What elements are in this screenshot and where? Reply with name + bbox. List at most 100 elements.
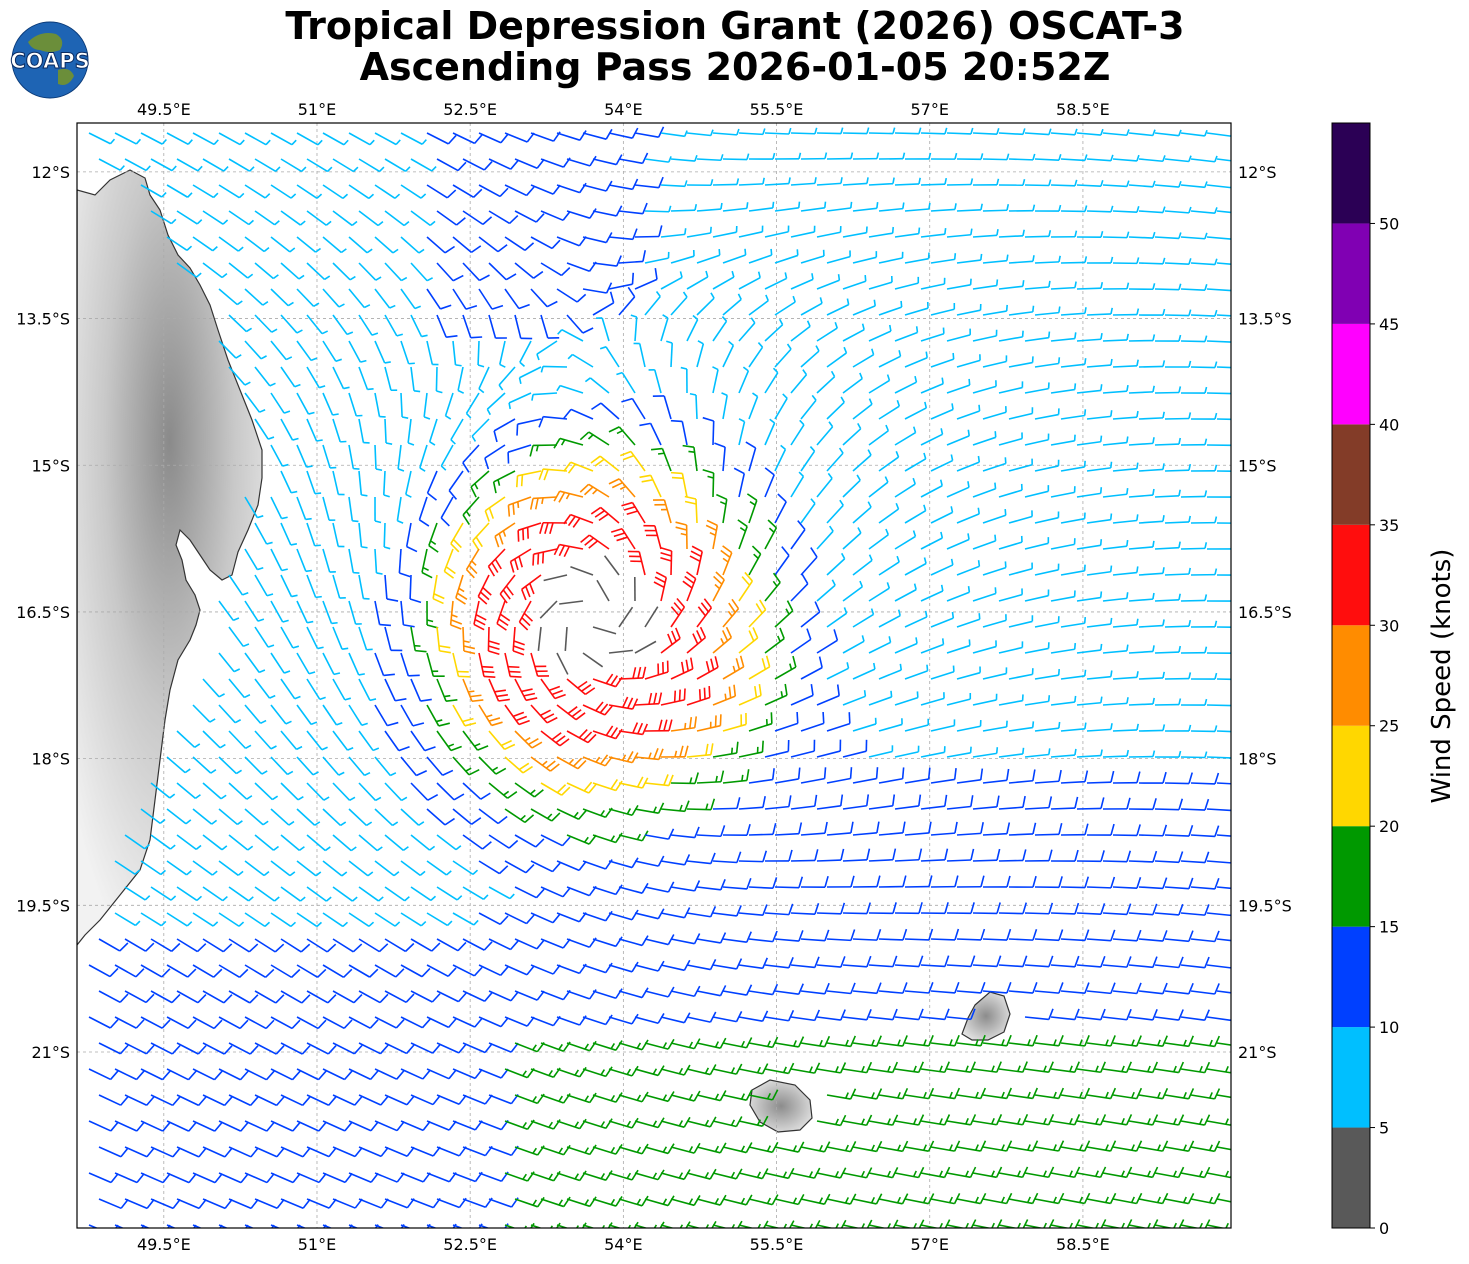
wind-barb bbox=[452, 1171, 483, 1183]
wind-barb bbox=[228, 1042, 259, 1055]
wind-barb bbox=[956, 354, 981, 368]
wind-barb bbox=[1008, 153, 1036, 161]
wind-barb bbox=[956, 666, 981, 680]
wind-barb bbox=[722, 1194, 753, 1206]
wind-barb bbox=[478, 1068, 509, 1079]
wind-barb bbox=[904, 301, 929, 316]
wind-barb bbox=[478, 756, 507, 775]
wind-barb bbox=[374, 1016, 405, 1029]
wind-barb bbox=[88, 1016, 119, 1029]
wind-barb bbox=[1024, 1166, 1055, 1179]
reunion-island bbox=[749, 1079, 813, 1133]
wind-barb bbox=[1086, 410, 1113, 420]
wind-barb bbox=[686, 1011, 717, 1023]
wind-barb bbox=[426, 964, 457, 977]
wind-barb bbox=[1112, 462, 1139, 472]
wind-barb bbox=[556, 756, 587, 770]
wind-barb bbox=[1008, 1140, 1039, 1152]
wind-barb bbox=[322, 288, 345, 308]
wind-barb bbox=[398, 548, 411, 578]
wind-barb bbox=[270, 1172, 301, 1184]
wind-barb bbox=[270, 444, 289, 467]
wind-barb bbox=[471, 418, 490, 442]
wind-barb bbox=[1034, 408, 1060, 420]
wind-barb bbox=[790, 471, 805, 498]
wind-barb bbox=[306, 158, 333, 173]
wind-barb bbox=[1206, 287, 1231, 292]
wind-barb bbox=[384, 418, 393, 445]
wind-barb bbox=[166, 964, 197, 978]
wind-barb bbox=[150, 1198, 181, 1210]
wind-barb bbox=[332, 1198, 363, 1209]
wind-barb bbox=[689, 392, 698, 420]
wind-barb bbox=[436, 990, 467, 1003]
wind-barb bbox=[1206, 1016, 1231, 1022]
wind-barb bbox=[1024, 1008, 1054, 1021]
wind-barb bbox=[746, 493, 758, 524]
wind-barb bbox=[920, 848, 949, 862]
wind-barb bbox=[1164, 672, 1192, 680]
wind-barb bbox=[1112, 1035, 1142, 1047]
wind-barb bbox=[218, 964, 249, 978]
wind-barb bbox=[1128, 488, 1155, 498]
wind-barb bbox=[374, 860, 400, 877]
wind-barb bbox=[1060, 929, 1090, 942]
wind-barb bbox=[1008, 875, 1037, 888]
wind-barb bbox=[800, 982, 830, 995]
wind-barb bbox=[1180, 232, 1208, 240]
wind-barb bbox=[920, 531, 944, 550]
wind-barb bbox=[644, 251, 670, 264]
wind-barb bbox=[176, 834, 202, 851]
wind-barb bbox=[722, 769, 750, 784]
wind-barb bbox=[1190, 772, 1220, 785]
wind-barb bbox=[1154, 593, 1181, 602]
wind-barb bbox=[1206, 132, 1231, 137]
wind-barb bbox=[603, 555, 620, 576]
wind-barb bbox=[842, 1061, 873, 1074]
wind-barb bbox=[1180, 1166, 1211, 1179]
wind-barb bbox=[998, 795, 1026, 810]
wind-barb bbox=[348, 1224, 379, 1228]
wind-barb bbox=[270, 1016, 301, 1030]
wind-barb bbox=[1076, 903, 1106, 915]
wind-barb bbox=[1154, 750, 1182, 758]
wind-barb bbox=[842, 177, 869, 186]
wind-barb bbox=[738, 271, 761, 290]
wind-barb bbox=[1164, 1088, 1195, 1100]
wind-barb bbox=[868, 476, 889, 498]
wind-barb bbox=[1086, 1087, 1117, 1100]
wind-barb bbox=[280, 1042, 311, 1055]
wind-barb bbox=[218, 756, 242, 775]
wind-barb bbox=[721, 392, 728, 420]
wind-barb bbox=[616, 371, 636, 394]
wind-barb bbox=[696, 770, 725, 784]
wind-barb bbox=[608, 1013, 639, 1025]
wind-barb bbox=[1128, 645, 1155, 654]
wind-barb bbox=[842, 422, 862, 446]
wind-barb bbox=[332, 574, 346, 599]
wind-barb bbox=[218, 184, 245, 199]
wind-barb bbox=[748, 294, 769, 316]
wind-barb bbox=[894, 848, 923, 862]
wind-barb bbox=[1154, 1061, 1185, 1074]
wind-barb bbox=[374, 1224, 405, 1228]
wind-barb bbox=[764, 225, 790, 238]
wind-barb bbox=[244, 236, 270, 253]
wind-barb bbox=[114, 1224, 145, 1228]
wind-barb bbox=[556, 860, 587, 872]
wind-barb bbox=[660, 1169, 691, 1181]
wind-barb bbox=[280, 626, 300, 649]
wind-barb bbox=[150, 990, 181, 1004]
wind-barb bbox=[852, 875, 881, 888]
wind-barb bbox=[998, 432, 1023, 446]
wind-barb bbox=[280, 730, 303, 751]
wind-barb bbox=[1216, 210, 1231, 214]
wind-barb bbox=[946, 639, 971, 654]
wind-barb bbox=[514, 730, 543, 749]
wind-barb bbox=[800, 249, 825, 264]
wind-barb bbox=[452, 808, 482, 825]
lon-tick-label-bottom: 49.5°E bbox=[137, 1235, 191, 1254]
wind-barb bbox=[488, 730, 516, 751]
wind-barb bbox=[826, 1141, 857, 1153]
wind-barb bbox=[270, 236, 296, 253]
